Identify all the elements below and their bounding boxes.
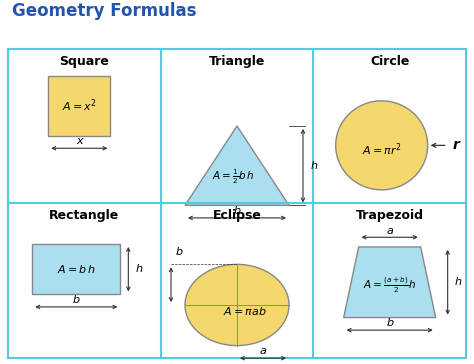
Text: a: a [386, 226, 393, 237]
Circle shape [336, 101, 428, 190]
Text: b: b [233, 206, 241, 216]
Text: $A = \pi ab$: $A = \pi ab$ [223, 305, 267, 317]
Text: r: r [453, 138, 459, 153]
Text: $A = b\,h$: $A = b\,h$ [57, 263, 96, 275]
Text: $A = \frac{(a+b)}{2}h$: $A = \frac{(a+b)}{2}h$ [363, 275, 416, 295]
Text: Trapezoid: Trapezoid [356, 209, 424, 222]
Text: h: h [311, 161, 318, 171]
Bar [32, 244, 120, 294]
Text: Square: Square [59, 55, 109, 68]
Text: b: b [175, 247, 182, 257]
Ellipse shape [185, 264, 289, 346]
Polygon shape [344, 247, 436, 317]
Text: Geometry Formulas: Geometry Formulas [12, 1, 197, 20]
Polygon shape [185, 126, 289, 205]
Text: Eclipse: Eclipse [212, 209, 262, 222]
Text: a: a [260, 347, 266, 356]
Text: h: h [455, 277, 462, 287]
Text: b: b [73, 295, 80, 305]
Text: Triangle: Triangle [209, 55, 265, 68]
Bar [8, 49, 466, 358]
Text: h: h [136, 264, 142, 274]
Text: b: b [386, 318, 393, 328]
Text: $A = \frac{1}{2}b\,h$: $A = \frac{1}{2}b\,h$ [212, 167, 254, 186]
Text: Rectangle: Rectangle [49, 209, 119, 222]
Bar [48, 76, 110, 136]
Text: Circle: Circle [370, 55, 410, 68]
Text: $A = x^2$: $A = x^2$ [62, 98, 97, 114]
Text: $A = \pi r^2$: $A = \pi r^2$ [362, 142, 401, 158]
Text: x: x [76, 136, 82, 146]
